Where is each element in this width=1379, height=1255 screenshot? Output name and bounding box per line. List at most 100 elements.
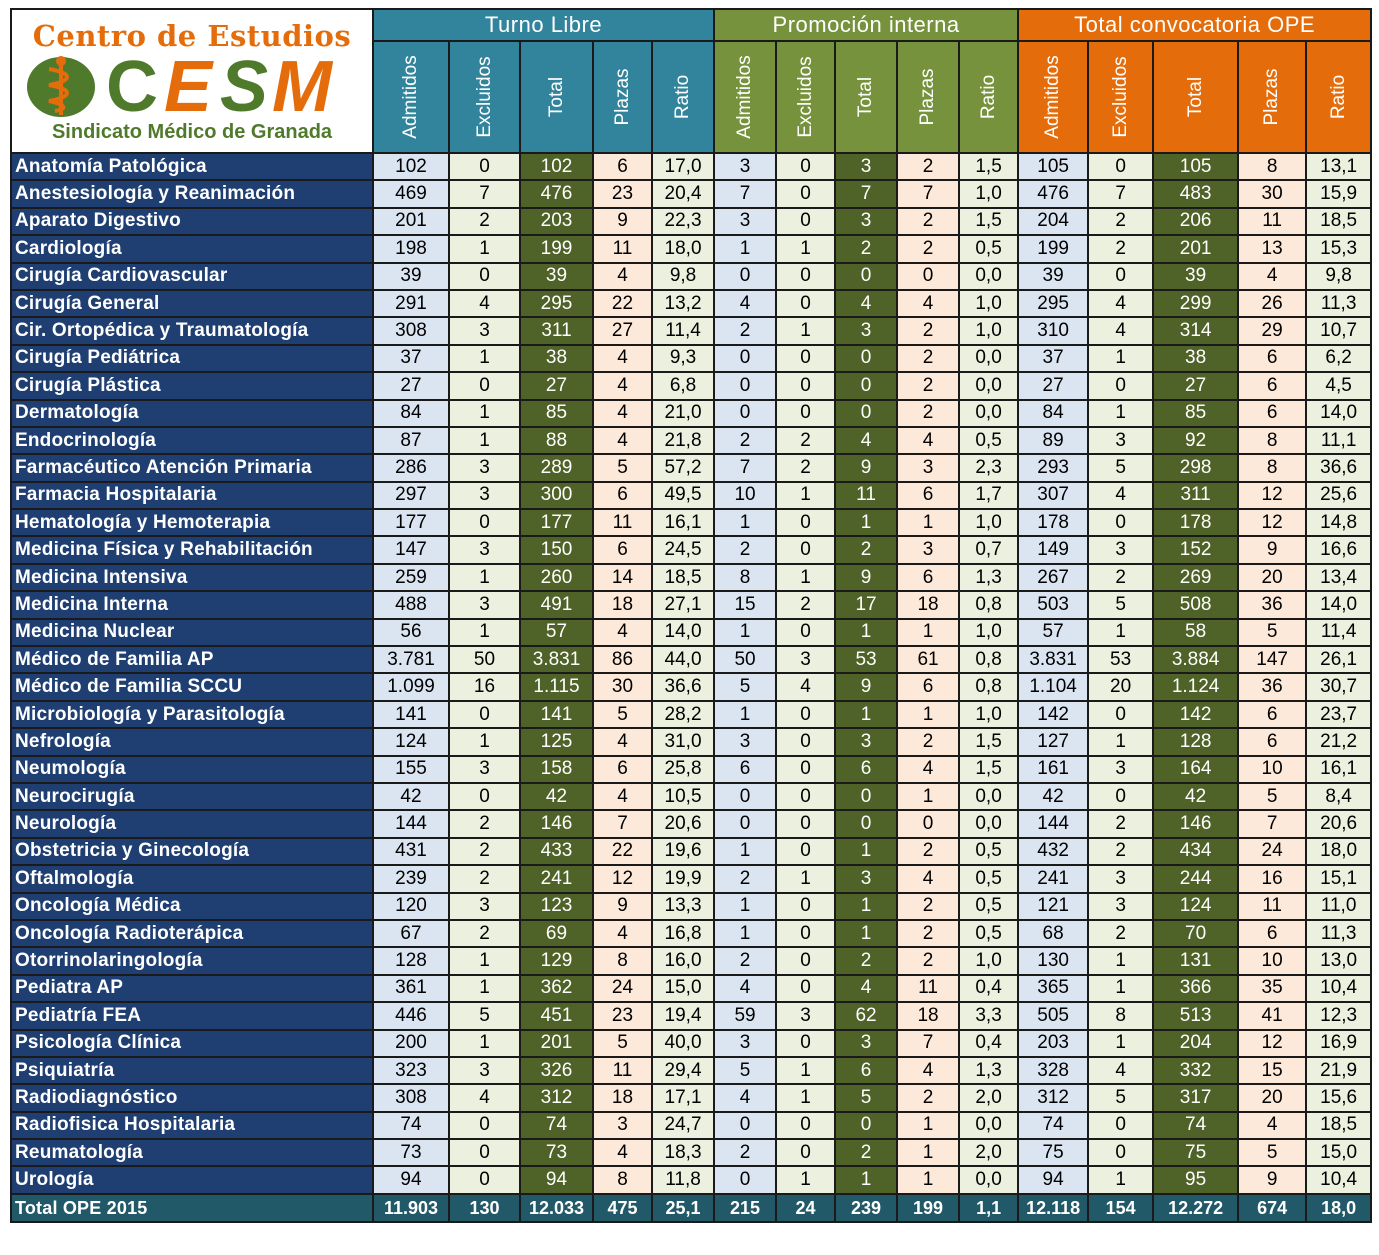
cell-total: 0 <box>834 343 899 374</box>
cell-admitidos: 73 <box>372 1138 450 1168</box>
cell-admitidos: 130 <box>1017 946 1090 976</box>
cell-excluidos: 50 <box>448 645 521 675</box>
cell-plazas: 2 <box>896 918 961 949</box>
cell-ratio: 11,8 <box>650 1165 716 1195</box>
cell-excluidos: 0 <box>775 1110 837 1141</box>
cell-excluidos: 4 <box>775 672 837 702</box>
cell-admitidos: 94 <box>372 1165 450 1195</box>
cell-excluidos: 0 <box>448 261 521 291</box>
cell-plazas: 4 <box>592 617 653 648</box>
cesm-logo: Centro de Estudios C E S M Sin <box>10 8 374 154</box>
cell-excluidos: 0 <box>448 1165 521 1195</box>
cell-total: 300 <box>519 480 594 511</box>
cell-plazas: 4 <box>592 398 653 428</box>
table-row: Medicina Nuclear 56 1 57 4 14,0 1 0 1 1 1,0 57 1 58 5 1… <box>10 617 1373 648</box>
cell-plazas: 4 <box>896 754 961 784</box>
cell-total: 1 <box>834 617 899 648</box>
cell-total: 204 <box>1152 1028 1240 1058</box>
cell-plazas: 18 <box>896 590 961 620</box>
specialty-name: Microbiología y Parasitología <box>10 699 374 730</box>
cell-admitidos: 1.099 <box>372 672 450 702</box>
cell-ratio: 11,0 <box>1305 891 1373 921</box>
cell-total: 4 <box>834 973 899 1004</box>
svg-text:E: E <box>164 53 214 119</box>
cell-plazas: 6 <box>896 562 961 593</box>
cell-total: 3 <box>834 864 899 894</box>
cell-ratio: 4,5 <box>1305 371 1373 401</box>
table-row: Endocrinología 87 1 88 4 21,8 2 2 4 4 0,5 89 3 92 8 11,… <box>10 425 1373 456</box>
logo-bottom-text: Sindicato Médico de Granada <box>51 121 333 143</box>
specialty-name: Urología <box>10 1165 374 1195</box>
cell-ratio: 16,6 <box>1305 535 1373 565</box>
specialty-name: Oftalmología <box>10 864 374 894</box>
total-cell-total: 239 <box>834 1192 899 1223</box>
cell-admitidos: 37 <box>1017 343 1090 374</box>
cell-plazas: 0 <box>896 809 961 839</box>
specialty-name: Oncología Radioterápica <box>10 918 374 949</box>
cell-plazas: 23 <box>592 179 653 209</box>
cell-plazas: 6 <box>1237 371 1308 401</box>
cell-excluidos: 1 <box>448 727 521 757</box>
cell-plazas: 18 <box>592 590 653 620</box>
cell-ratio: 18,0 <box>1305 836 1373 867</box>
cell-plazas: 4 <box>896 1055 961 1086</box>
cell-ratio: 3,3 <box>958 1001 1020 1031</box>
cell-excluidos: 0 <box>775 288 837 319</box>
cell-total: 7 <box>834 179 899 209</box>
cell-plazas: 5 <box>592 1028 653 1058</box>
cell-ratio: 1,5 <box>958 151 1020 182</box>
cell-total: 11 <box>834 480 899 511</box>
cell-admitidos: 144 <box>1017 809 1090 839</box>
table-row: Neurocirugía 42 0 42 4 10,5 0 0 0 1 0,0 42 0 42 5 8,4 <box>10 781 1373 812</box>
cell-admitidos: 308 <box>372 316 450 346</box>
cell-excluidos: 0 <box>775 973 837 1004</box>
cell-total: 433 <box>519 836 594 867</box>
cell-excluidos: 0 <box>775 617 837 648</box>
cell-excluidos: 5 <box>448 1001 521 1031</box>
cell-excluidos: 1 <box>775 234 837 264</box>
cell-excluidos: 5 <box>1087 453 1155 483</box>
cell-admitidos: 307 <box>1017 480 1090 511</box>
cell-admitidos: 27 <box>1017 371 1090 401</box>
cell-total: 1 <box>834 508 899 538</box>
cell-excluidos: 0 <box>448 151 521 182</box>
cell-ratio: 0,0 <box>958 809 1020 839</box>
cell-ratio: 1,5 <box>958 727 1020 757</box>
table-row: Pediatría FEA 446 5 451 23 19,4 59 3 62 18 3,3 505 8… <box>10 1001 1373 1031</box>
cell-total: 298 <box>1152 453 1240 483</box>
cell-admitidos: 6 <box>713 754 778 784</box>
cell-plazas: 2 <box>896 316 961 346</box>
cell-ratio: 10,4 <box>1305 1165 1373 1195</box>
cell-admitidos: 200 <box>372 1028 450 1058</box>
cesm-letters-icon: C E S M <box>106 53 334 119</box>
cell-plazas: 4 <box>592 781 653 812</box>
table-row: Obstetricia y Ginecología 431 2 433 22 19,6 1 0… <box>10 836 1373 867</box>
cell-excluidos: 5 <box>1087 1083 1155 1113</box>
cell-admitidos: 2 <box>713 864 778 894</box>
cell-ratio: 8,4 <box>1305 781 1373 812</box>
cell-ratio: 21,0 <box>650 398 716 428</box>
cell-ratio: 0,5 <box>958 891 1020 921</box>
cell-plazas: 22 <box>592 836 653 867</box>
cell-total: 483 <box>1152 179 1240 209</box>
cell-admitidos: 361 <box>372 973 450 1004</box>
cell-total: 332 <box>1152 1055 1240 1086</box>
cell-admitidos: 7 <box>713 453 778 483</box>
cell-total: 0 <box>834 1110 899 1141</box>
total-cell-ratio: 18,0 <box>1305 1192 1373 1223</box>
cell-ratio: 0,8 <box>958 645 1020 675</box>
cell-excluidos: 1 <box>1087 1165 1155 1195</box>
cell-ratio: 19,6 <box>650 836 716 867</box>
cell-excluidos: 0 <box>775 809 837 839</box>
cell-plazas: 8 <box>1237 453 1308 483</box>
specialty-name: Hematología y Hemoterapia <box>10 508 374 538</box>
column-header-label: Ratio <box>977 74 999 120</box>
cell-admitidos: 3.781 <box>372 645 450 675</box>
cell-plazas: 18 <box>896 1001 961 1031</box>
table-row: Dermatología 84 1 85 4 21,0 0 0 0 2 0,0 84 1 85 6 14,0 <box>10 398 1373 428</box>
cell-ratio: 24,5 <box>650 535 716 565</box>
cell-ratio: 16,0 <box>650 946 716 976</box>
cell-excluidos: 0 <box>1087 1110 1155 1141</box>
cell-total: 0 <box>834 781 899 812</box>
cell-excluidos: 0 <box>448 371 521 401</box>
